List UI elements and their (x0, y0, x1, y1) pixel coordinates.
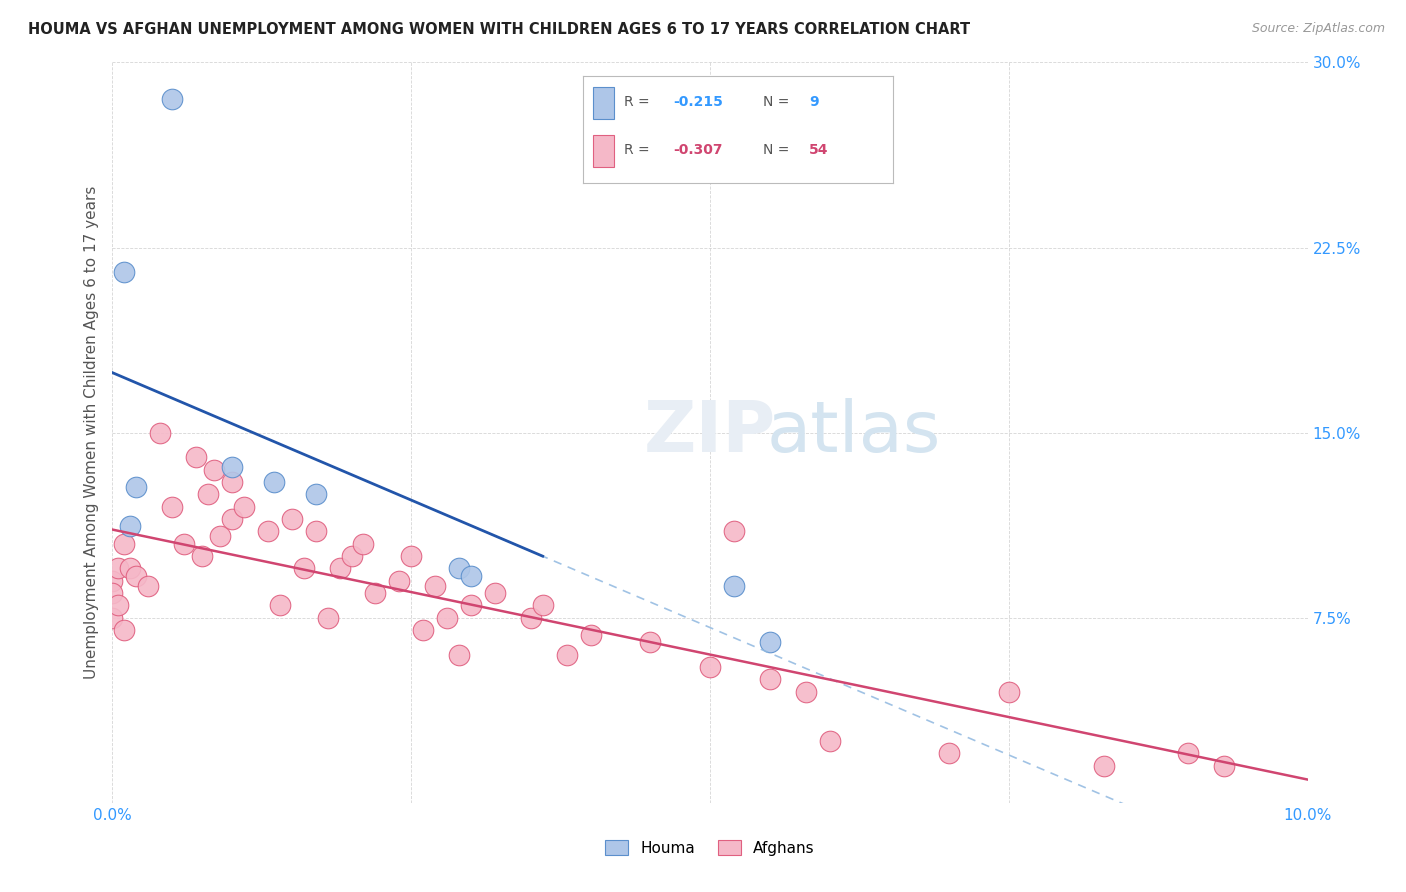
Point (305, 487, 328, 501)
Point (101, 586, 124, 600)
Point (138, 579, 160, 593)
Point (114, 536, 135, 550)
Point (101, 574, 124, 588)
Bar (593, 135, 614, 167)
Point (460, 599, 482, 613)
Point (197, 487, 219, 501)
Point (209, 529, 232, 543)
Point (125, 568, 148, 582)
Point (125, 480, 148, 494)
Point (759, 635, 782, 649)
Point (555, 648, 578, 662)
Point (699, 660, 721, 674)
Point (329, 561, 352, 575)
Point (1213, 758, 1236, 772)
Point (388, 574, 411, 588)
Point (401, 549, 423, 563)
Point (520, 610, 543, 624)
Point (221, 460, 243, 475)
Point (579, 628, 602, 642)
Text: Source: ZipAtlas.com: Source: ZipAtlas.com (1251, 22, 1385, 36)
Point (186, 450, 208, 465)
Point (364, 586, 387, 600)
Point (723, 579, 745, 593)
Point (938, 747, 960, 761)
Point (221, 512, 243, 526)
Point (202, 462, 225, 476)
Point (449, 561, 471, 575)
Point (531, 599, 554, 613)
Point (449, 648, 471, 662)
Point (233, 500, 256, 514)
Point (316, 610, 339, 624)
Point (120, 519, 142, 533)
Point (114, 623, 135, 637)
Text: 9: 9 (810, 95, 818, 109)
Point (460, 568, 482, 582)
Point (221, 475, 243, 489)
Point (173, 536, 195, 550)
Point (257, 524, 280, 539)
Point (1094, 758, 1116, 772)
Text: atlas: atlas (766, 398, 941, 467)
Legend: Houma, Afghans: Houma, Afghans (599, 834, 821, 862)
Text: HOUMA VS AFGHAN UNEMPLOYMENT AMONG WOMEN WITH CHILDREN AGES 6 TO 17 YEARS CORREL: HOUMA VS AFGHAN UNEMPLOYMENT AMONG WOMEN… (28, 22, 970, 37)
Point (353, 536, 375, 550)
Point (794, 685, 817, 699)
Point (640, 635, 662, 649)
Text: ZIP: ZIP (644, 398, 776, 467)
Point (484, 586, 506, 600)
Point (412, 623, 434, 637)
Text: -0.307: -0.307 (673, 144, 723, 157)
Point (436, 610, 458, 624)
Point (114, 265, 135, 279)
Point (162, 92, 183, 106)
Y-axis label: Unemployment Among Women with Children Ages 6 to 17 years: Unemployment Among Women with Children A… (83, 186, 98, 680)
Point (162, 500, 183, 514)
Point (101, 610, 124, 624)
Point (263, 475, 285, 489)
Point (305, 524, 328, 539)
Point (107, 561, 129, 575)
Bar (593, 87, 614, 119)
Point (120, 561, 142, 575)
Point (1177, 747, 1199, 761)
Point (340, 549, 363, 563)
Point (292, 561, 315, 575)
Point (191, 549, 214, 563)
Text: R =: R = (624, 144, 654, 157)
Text: N =: N = (763, 95, 793, 109)
Text: 54: 54 (810, 144, 828, 157)
Point (425, 579, 447, 593)
Text: R =: R = (624, 95, 654, 109)
Text: -0.215: -0.215 (673, 95, 723, 109)
Point (107, 599, 129, 613)
Point (281, 512, 304, 526)
Point (723, 524, 745, 539)
Point (149, 425, 172, 440)
Text: N =: N = (763, 144, 793, 157)
Point (759, 673, 782, 687)
Point (998, 685, 1021, 699)
Point (269, 599, 291, 613)
Point (818, 734, 841, 748)
